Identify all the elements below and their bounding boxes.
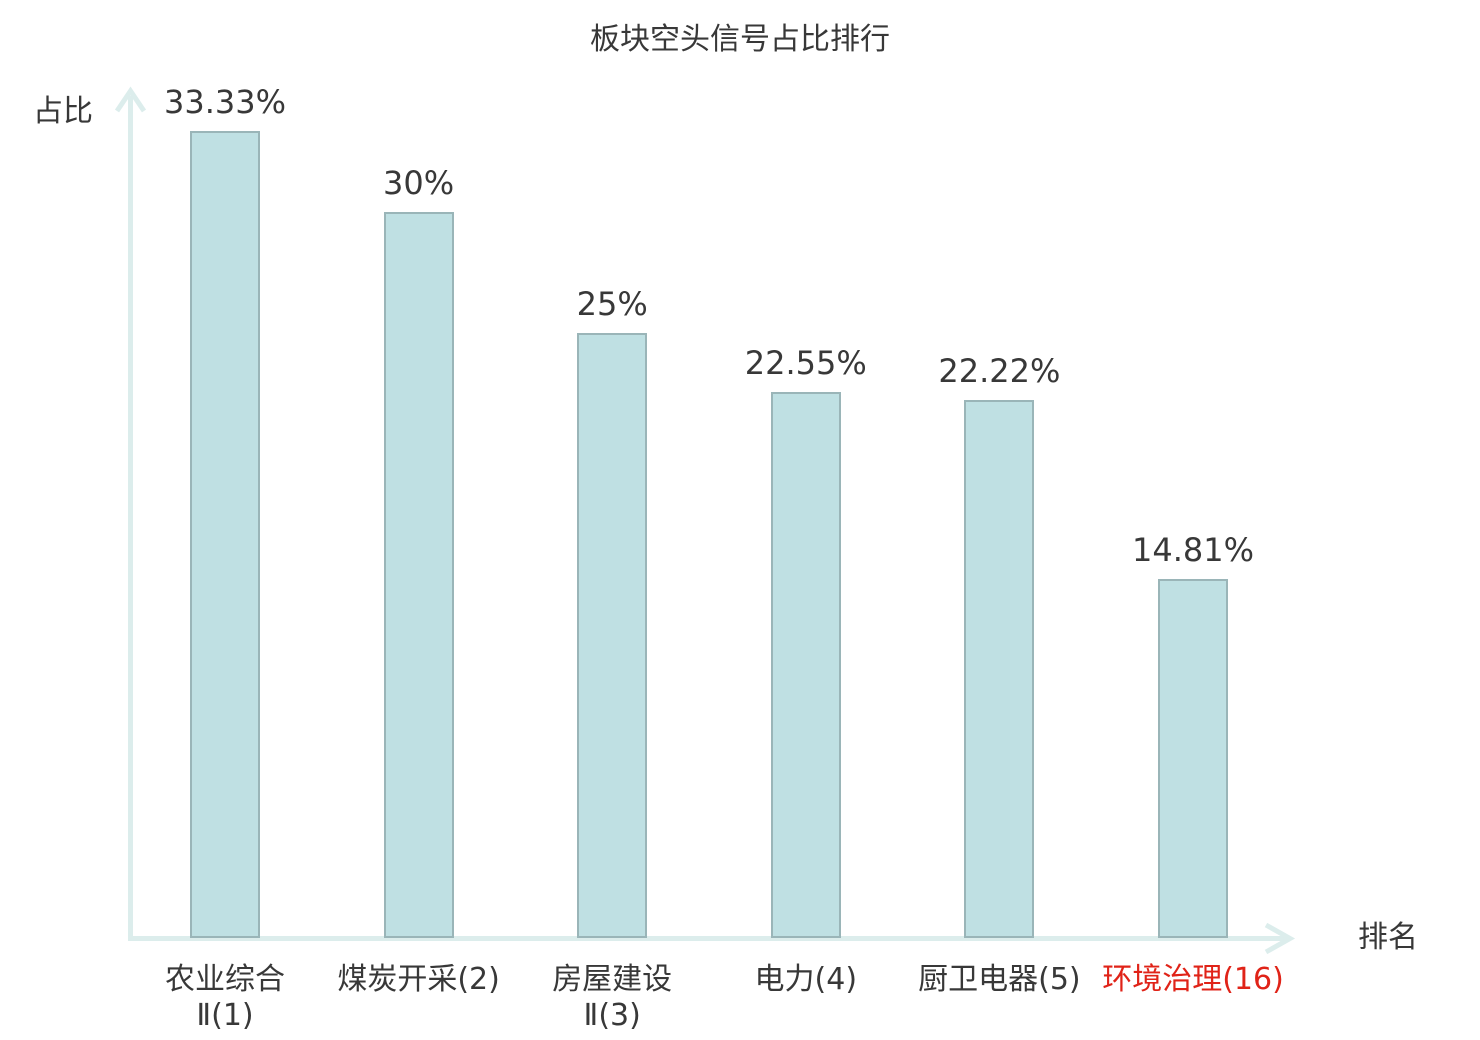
bar-value-label: 25% xyxy=(576,284,648,323)
bar-category-label: 厨卫电器(5) xyxy=(869,962,1129,998)
bar xyxy=(190,131,260,938)
bar-category-label-line: 厨卫电器(5) xyxy=(918,962,1081,997)
bar-value-label: 33.33% xyxy=(163,83,286,121)
bar-category-label-line: Ⅱ(3) xyxy=(583,998,641,1033)
bar xyxy=(770,392,841,938)
bar-category-label: 煤炭开采(2) xyxy=(289,962,549,998)
chart-title: 板块空头信号占比排行 xyxy=(590,22,890,57)
x-axis-title: 排名 xyxy=(1358,920,1418,955)
bar-value-label: 22.22% xyxy=(938,352,1061,390)
bar-value-label: 14.81% xyxy=(1131,531,1254,570)
bar-value-label: 30% xyxy=(383,163,455,202)
bar-category-label: 电力(4) xyxy=(676,962,936,998)
bar xyxy=(383,211,454,938)
bar-category-label-line: 农业综合 xyxy=(165,962,285,997)
bar-category-label: 房屋建设 Ⅱ(3) xyxy=(482,962,742,1034)
y-axis-title: 占比 xyxy=(33,94,93,129)
bar-category-label: 农业综合 Ⅱ(1) xyxy=(95,962,355,1034)
bar-category-label-line: Ⅱ(1) xyxy=(196,998,254,1033)
bar xyxy=(964,400,1035,938)
bar-category-label-line: 电力(4) xyxy=(754,962,858,997)
bar-category-label-line: 煤炭开采(2) xyxy=(337,962,500,997)
y-axis-arrow-icon xyxy=(114,86,147,113)
bar-category-label: 环境治理(16) xyxy=(1063,962,1323,998)
bar-value-label: 22.55% xyxy=(744,344,867,382)
bar-category-label-line: 环境治理(16) xyxy=(1102,962,1284,997)
bar xyxy=(1158,579,1228,938)
bar-category-label-line: 房屋建设 xyxy=(552,962,673,997)
bar xyxy=(577,332,648,938)
x-axis-arrow-icon xyxy=(1264,922,1296,955)
